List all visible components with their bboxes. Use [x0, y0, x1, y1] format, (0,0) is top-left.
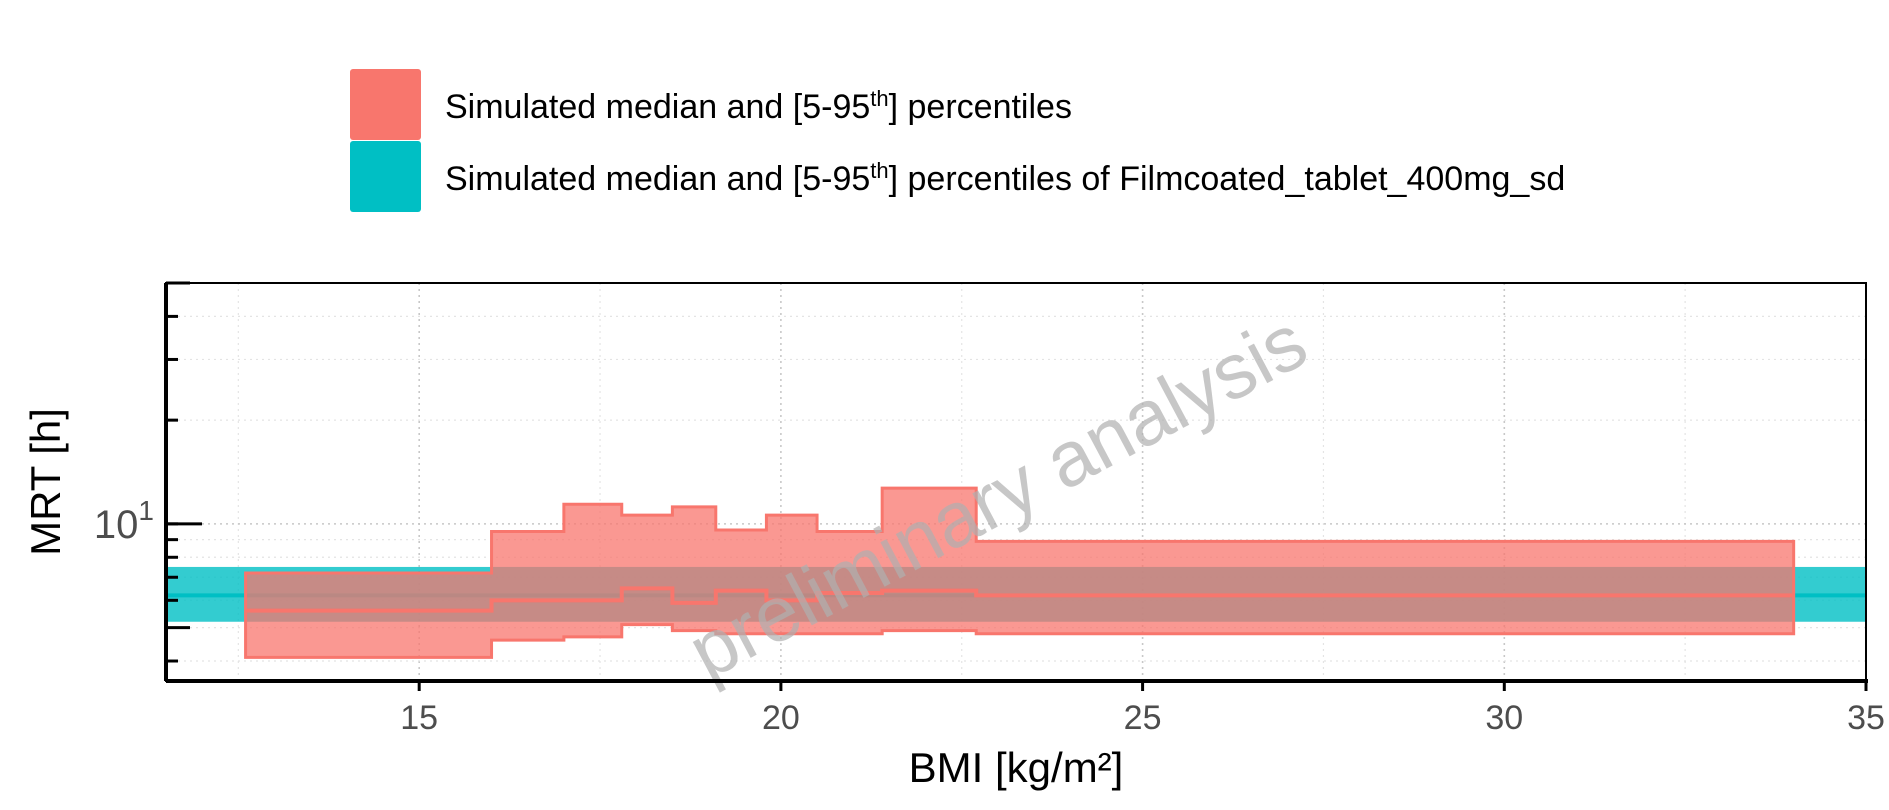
series-layer: [166, 486, 1866, 659]
x-tick-label: 15: [400, 699, 438, 737]
legend-label-simulated: Simulated median and [5-95th] percentile…: [445, 86, 1072, 126]
x-tick-label: 25: [1124, 699, 1162, 737]
legend: Simulated median and [5-95th] percentile…: [350, 69, 1565, 212]
simulated-percentile-band: [244, 486, 1796, 659]
legend-key-reference: [350, 141, 421, 212]
plot-panel: preliminary analysis 15 20 25 30 35 101: [94, 281, 1885, 737]
x-axis-title: BMI [kg/m²]: [909, 744, 1124, 791]
axes: 15 20 25 30 35 101: [94, 281, 1885, 737]
simulated-median-line: [245, 586, 1794, 613]
watermark: preliminary analysis: [674, 297, 1320, 696]
x-tick-label: 30: [1485, 699, 1523, 737]
y-tick-label: 101: [94, 495, 154, 547]
legend-label-reference: Simulated median and [5-95th] percentile…: [445, 158, 1565, 198]
x-tick-label: 35: [1847, 699, 1885, 737]
legend-key-simulated: [350, 69, 421, 140]
x-tick-label: 20: [762, 699, 800, 737]
y-axis-title: MRT [h]: [22, 408, 69, 556]
